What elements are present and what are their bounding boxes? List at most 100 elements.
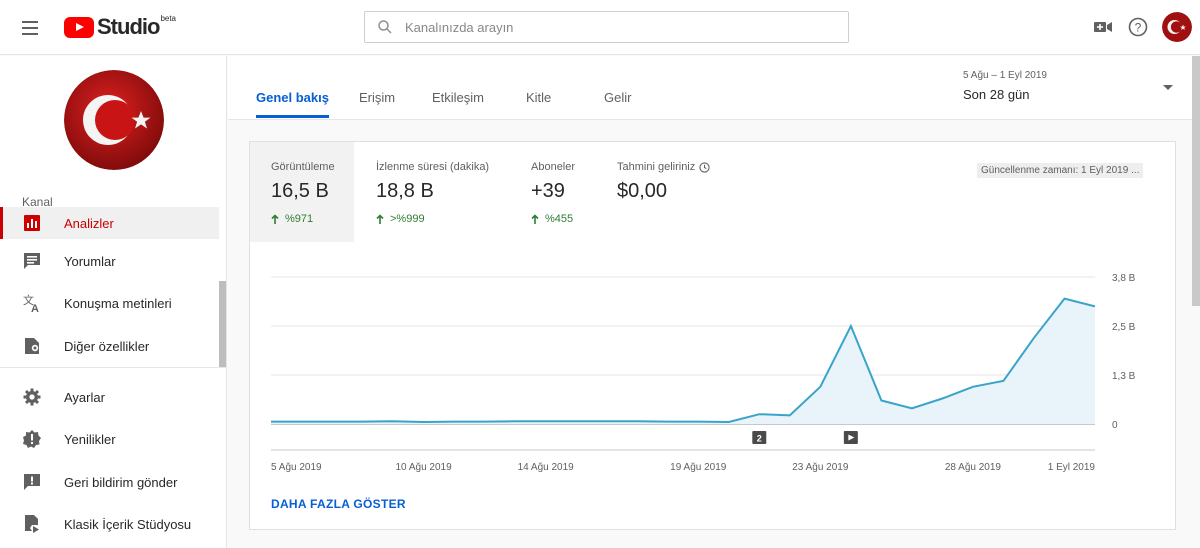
x-tick-label: 10 Ağu 2019: [396, 462, 453, 473]
sidebar-item-whats-new[interactable]: Yenilikler: [0, 418, 219, 460]
sidebar-item-label: Geri bildirim gönder: [64, 474, 178, 490]
metric-value: $0,00: [617, 180, 668, 202]
page-scrollbar[interactable]: [1192, 56, 1200, 306]
marker-count-label: 2: [757, 434, 762, 444]
sidebar-item-feedback[interactable]: Geri bildirim gönder: [0, 461, 219, 503]
chart-grid: [271, 276, 1095, 451]
sidebar-item-label: Ayarlar: [64, 389, 105, 405]
metric-value: +39: [531, 180, 565, 202]
arrow-up-icon: [271, 214, 279, 224]
videos-count-marker[interactable]: 2: [752, 431, 767, 444]
metric-revenue[interactable]: Tahmini geliriniz $0,00: [600, 142, 750, 242]
analytics-icon: [22, 213, 42, 233]
chart-markers: 2: [752, 431, 858, 444]
sidebar-item-label: Yenilikler: [64, 431, 116, 447]
metric-value: 16,5 B: [271, 180, 329, 202]
sidebar-item-label: Analizler: [64, 215, 114, 231]
sidebar-scrollbar[interactable]: [219, 281, 226, 368]
show-more-button[interactable]: DAHA FAZLA GÖSTER: [271, 497, 406, 511]
metric-label: İzlenme süresi (dakika): [376, 161, 490, 173]
y-tick-label: 0: [1112, 420, 1118, 431]
x-tick-label: 19 Ağu 2019: [670, 462, 727, 473]
sidebar-item-label: Konuşma metinleri: [64, 295, 172, 311]
sidebar-item-analytics[interactable]: Analizler: [0, 207, 219, 239]
sidebar-divider: [0, 367, 226, 368]
account-avatar[interactable]: [1162, 12, 1192, 42]
metric-label: Tahmini geliriniz: [617, 161, 710, 173]
svg-text:?: ?: [1135, 21, 1142, 35]
metric-label: Aboneler: [531, 161, 576, 173]
feedback-icon: [22, 472, 42, 492]
x-tick-label: 1 Eyl 2019: [1048, 462, 1096, 473]
channel-avatar[interactable]: [64, 70, 164, 170]
hamburger-menu-icon[interactable]: [16, 14, 44, 42]
svg-text:A: A: [31, 303, 39, 313]
date-range-label: Son 28 gün: [963, 87, 1030, 102]
metric-subscribers[interactable]: Aboneler +39 %455: [510, 142, 600, 242]
overview-card: Görüntüleme 16,5 B %971 İzlenme süresi (…: [249, 141, 1176, 530]
date-range-text: 5 Ağu – 1 Eyl 2019: [963, 70, 1047, 81]
metric-delta: >%999: [376, 213, 425, 225]
metric-value: 18,8 B: [376, 180, 434, 202]
date-range-picker[interactable]: 5 Ağu – 1 Eyl 2019 Son 28 gün: [963, 70, 1173, 110]
tab-revenue[interactable]: Gelir: [604, 90, 632, 105]
top-bar: Studio beta ?: [0, 0, 1200, 55]
sidebar-item-comments[interactable]: Yorumlar: [0, 240, 219, 282]
metric-delta: %455: [531, 213, 573, 225]
metric-delta-value: >%999: [390, 213, 425, 225]
section-label: Kanal: [22, 195, 53, 209]
metric-watch-time[interactable]: İzlenme süresi (dakika) 18,8 B >%999: [354, 142, 504, 242]
comments-icon: [22, 251, 42, 271]
gear-icon: [22, 387, 42, 407]
arrow-up-icon: [531, 214, 539, 224]
x-tick-label: 28 Ağu 2019: [945, 462, 1002, 473]
search-input[interactable]: [405, 19, 825, 35]
y-tick-label: 3,8 B: [1112, 273, 1136, 284]
sidebar-item-settings[interactable]: Ayarlar: [0, 376, 219, 418]
chart-area: [271, 298, 1095, 424]
sidebar-item-other-features[interactable]: Diğer özellikler: [0, 325, 219, 367]
sidebar-item-label: Yorumlar: [64, 253, 116, 269]
svg-text:文: 文: [23, 293, 34, 307]
help-icon[interactable]: ?: [1127, 16, 1149, 38]
tab-audience[interactable]: Kitle: [526, 90, 552, 105]
x-axis-ticks: 5 Ağu 2019 10 Ağu 2019 14 Ağu 2019 19 Ağu 2…: [271, 462, 1095, 473]
y-tick-label: 2,5 B: [1112, 322, 1136, 333]
analytics-tabs-bar: Genel bakış Erişim Etkileşim Kitle Gelir…: [228, 56, 1192, 120]
views-chart: 0 1,3 B 2,5 B 3,8 B 5 Ağu 2019 10 Ağu 2019 14…: [271, 273, 1136, 473]
metric-delta: %971: [271, 213, 313, 225]
play-icon: [848, 434, 855, 441]
arrow-up-icon: [376, 214, 384, 224]
search-box[interactable]: [364, 11, 849, 43]
metric-label-text: Tahmini geliriniz: [617, 161, 696, 173]
metric-delta-value: %455: [545, 213, 574, 225]
youtube-logo-icon: [64, 16, 94, 38]
tab-overview[interactable]: Genel bakış: [256, 90, 329, 118]
other-features-icon: [22, 336, 42, 356]
metric-views[interactable]: Görüntüleme 16,5 B %971: [250, 142, 354, 242]
x-tick-label: 5 Ağu 2019: [271, 462, 322, 473]
video-published-marker[interactable]: [843, 431, 858, 444]
metric-delta-value: %971: [285, 213, 314, 225]
chevron-down-icon: [1163, 85, 1173, 90]
x-tick-label: 23 Ağu 2019: [792, 462, 849, 473]
whats-new-icon: [22, 429, 42, 449]
y-axis-ticks: 0 1,3 B 2,5 B 3,8 B: [1112, 273, 1136, 431]
chart-line: [271, 297, 1096, 424]
sidebar-item-classic-studio[interactable]: Klasik İçerik Stüdyosu: [0, 503, 219, 545]
clock-icon: [699, 161, 710, 173]
sidebar-item-label: Diğer özellikler: [64, 338, 150, 354]
search-icon[interactable]: [365, 12, 405, 42]
logo-text: Studio: [97, 14, 160, 39]
create-video-icon[interactable]: [1092, 16, 1114, 38]
studio-logo[interactable]: Studio beta: [64, 14, 176, 40]
classic-studio-icon: [22, 514, 42, 534]
logo-beta-badge: beta: [160, 14, 177, 23]
last-updated-badge: Güncellenme zamanı: 1 Eyl 2019 ...: [977, 163, 1144, 178]
tab-engagement[interactable]: Etkileşim: [432, 90, 485, 105]
tab-reach[interactable]: Erişim: [359, 90, 396, 105]
y-tick-label: 1,3 B: [1112, 371, 1136, 382]
